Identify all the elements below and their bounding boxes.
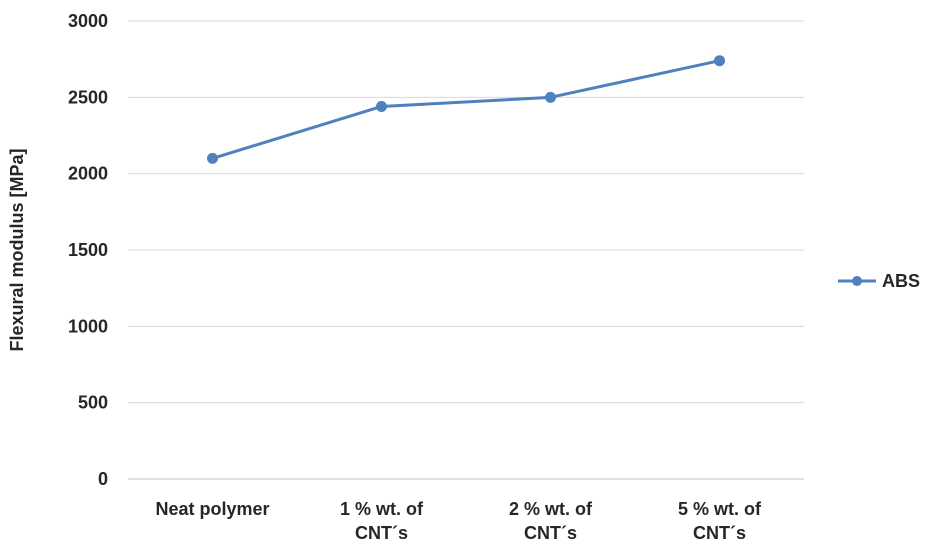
y-tick-label: 0 [98, 469, 108, 489]
y-tick-label: 2000 [68, 164, 108, 184]
data-point [207, 152, 218, 164]
y-tick-label: 1500 [68, 240, 108, 260]
x-tick-label: 1 % wt. of CNT´s [340, 499, 424, 543]
y-axis-label: Flexural modulus [MPa] [7, 148, 27, 351]
legend-marker-abs [852, 276, 862, 286]
y-tick-label: 500 [78, 393, 108, 413]
x-tick-label: 2 % wt. of CNT´s [509, 499, 593, 543]
y-tick-label: 1000 [68, 316, 108, 336]
x-tick-labels: Neat polymer 1 % wt. of CNT´s 2 % wt. of CNT… [155, 499, 762, 543]
y-tick-label: 2500 [68, 87, 108, 107]
legend: ABS [838, 271, 920, 291]
x-tick-label: Neat polymer [155, 499, 269, 519]
y-tick-labels: 0 500 1000 1500 2000 2500 3000 [68, 11, 108, 489]
legend-label-abs: ABS [882, 271, 920, 291]
data-point [714, 55, 725, 67]
series-lines [207, 55, 725, 164]
data-point [376, 100, 387, 112]
y-tick-label: 3000 [68, 11, 108, 31]
data-point [545, 91, 556, 103]
x-tick-label: 5 % wt. of CNT´s [678, 499, 762, 543]
grid-lines [128, 20, 804, 480]
series-line-abs [212, 59, 720, 160]
